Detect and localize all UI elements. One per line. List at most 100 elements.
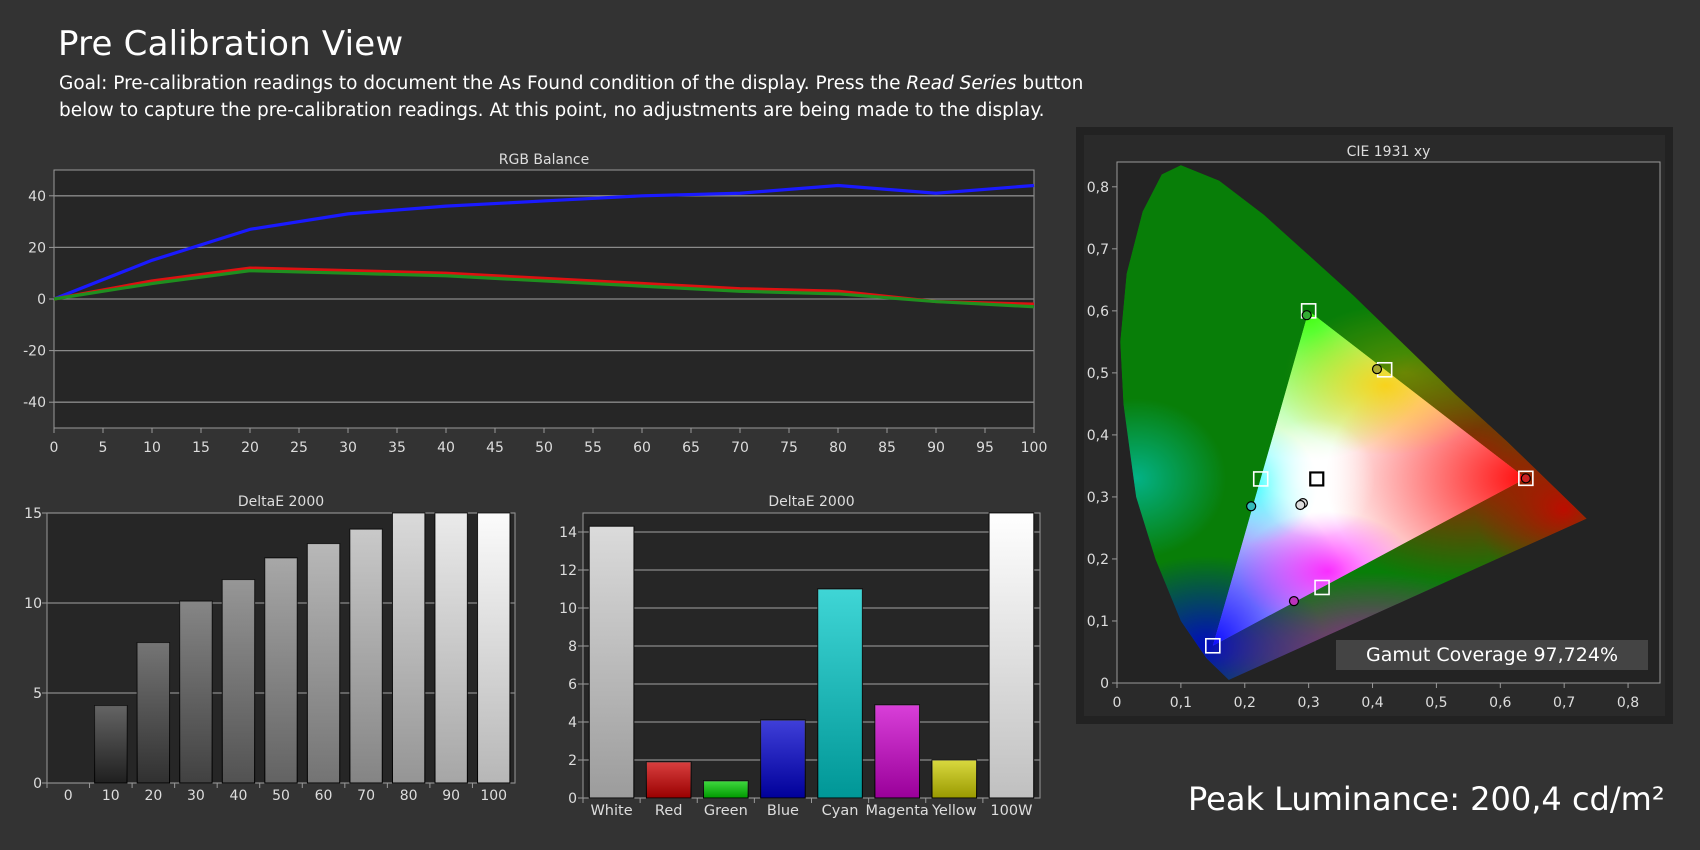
x-tick-label: 0,6 (1489, 695, 1511, 711)
x-tick-label: Blue (767, 803, 799, 819)
bar-shade (392, 513, 425, 783)
x-tick-label: 80 (400, 788, 418, 804)
x-tick-label: 0,4 (1361, 695, 1383, 711)
chart-title: CIE 1931 xy (1347, 144, 1431, 160)
cie-1931-chart: CIE 1931 xy 0,8 0,7 0,6 0,5 0,4 0,3 0,2 0,1 00 0,1… (1076, 127, 1673, 724)
bar-shade (179, 601, 213, 783)
target-red (1518, 470, 1534, 487)
x-tick-label: 90 (442, 788, 460, 804)
y-tick-label: 0,3 (1087, 490, 1109, 506)
y-tick-label: 8 (568, 639, 577, 655)
rgb-balance-chart: RGB Balance 40 20 0 -20 -40 0 5 10 15 20 25 30 35 40 45… (23, 152, 1047, 456)
y-tick-label: 2 (568, 753, 577, 769)
x-tick-label: 40 (230, 788, 248, 804)
x-tick-label: 75 (780, 440, 798, 456)
y-tick-label: 15 (24, 506, 42, 522)
peak-luminance-label: Peak Luminance: 200,4 cd/m² (1188, 780, 1665, 818)
x-tick-label: 80 (829, 440, 847, 456)
y-tick-label: 14 (559, 525, 577, 541)
x-tick-label: 0,2 (1234, 695, 1256, 711)
measured-red (1520, 473, 1531, 484)
x-tick-label: 0,8 (1617, 695, 1639, 711)
measured-green (1301, 310, 1312, 321)
measured-magenta (1288, 596, 1300, 607)
y-tick-label: 0 (37, 292, 46, 308)
bar-shade (703, 780, 749, 798)
y-tick-label: 0,5 (1087, 366, 1109, 382)
x-tick-label: 0 (64, 788, 73, 804)
bar-shade (264, 558, 298, 783)
target-magenta (1314, 579, 1330, 596)
x-tick-label: 20 (144, 788, 162, 804)
x-tick-label: Yellow (931, 803, 977, 819)
y-tick-label: 20 (28, 240, 46, 256)
y-tick-label: 0,2 (1087, 552, 1109, 568)
page-title: Pre Calibration View (58, 24, 404, 64)
gamut-coverage-label: Gamut Coverage 97,724% (1336, 640, 1648, 670)
chart-title: DeltaE 2000 (238, 494, 324, 510)
x-tick-label: 100W (990, 803, 1032, 819)
y-tick-label: 0,7 (1087, 242, 1109, 258)
x-tick-label: 50 (272, 788, 290, 804)
bar-shade (435, 513, 468, 783)
y-tick-label: 10 (559, 601, 577, 617)
x-tick-label: 10 (143, 440, 161, 456)
y-tick-label: 0 (33, 776, 42, 792)
x-tick-label: Green (704, 803, 748, 819)
bar-shade (874, 704, 920, 798)
x-tick-label: 35 (388, 440, 406, 456)
bar-shade (94, 705, 127, 783)
x-tick-label: 0,3 (1298, 695, 1320, 711)
y-tick-label: 0,4 (1087, 428, 1109, 444)
y-tick-label: 0 (1100, 676, 1109, 692)
target-blue (1205, 637, 1221, 654)
x-tick-label: 10 (102, 788, 120, 804)
x-tick-label: 85 (878, 440, 896, 456)
x-tick-label: 30 (187, 788, 205, 804)
x-tick-label: 70 (731, 440, 749, 456)
x-tick-label: 100 (1021, 440, 1048, 456)
series-line-0 (53, 183, 1035, 301)
target-cyan (1252, 471, 1269, 487)
target-white-outline (1307, 469, 1326, 489)
deltae-colors-chart: DeltaE 2000 14 12 10 8 6 4 2 0 White Red Green Blue C… (559, 494, 1041, 819)
x-tick-label: Red (655, 803, 683, 819)
x-tick-label: Magenta (866, 803, 929, 819)
bar-shade (646, 761, 691, 798)
y-tick-label: 4 (568, 715, 577, 731)
x-tick-label: 45 (486, 440, 504, 456)
x-tick-label: 0,5 (1425, 695, 1447, 711)
series-line-2 (53, 269, 1035, 309)
bar-shade (477, 513, 510, 783)
goal-intro: Goal: Pre-calibration readings to docume… (59, 73, 907, 94)
y-tick-label: 12 (559, 563, 577, 579)
measured-white-2 (1295, 499, 1306, 511)
bar-shade (307, 543, 340, 783)
x-tick-label: Cyan (822, 803, 859, 819)
x-tick-label: 25 (290, 440, 308, 456)
bar-shade (349, 529, 383, 783)
y-tick-label: -20 (23, 344, 46, 360)
bar-shade (589, 526, 634, 798)
y-tick-label: 0,8 (1087, 180, 1109, 196)
x-tick-label: 20 (241, 440, 259, 456)
goal-text: Goal: Pre-calibration readings to docume… (59, 70, 1139, 124)
bar-shade (817, 589, 863, 798)
x-tick-label: 15 (192, 440, 210, 456)
y-tick-label: 10 (24, 596, 42, 612)
read-series-emphasis: Read Series (906, 73, 1017, 94)
chart-title: DeltaE 2000 (768, 494, 854, 510)
goal-rest: button below to capture the pre-calibrat… (59, 73, 1084, 121)
y-tick-label: 5 (33, 686, 42, 702)
x-tick-label: 60 (633, 440, 651, 456)
x-tick-label: 55 (584, 440, 602, 456)
x-tick-label: 5 (99, 440, 108, 456)
x-tick-label: 0,1 (1170, 695, 1192, 711)
bar-shade (137, 642, 170, 783)
bar-shade (222, 579, 255, 783)
y-tick-label: 0,6 (1087, 304, 1109, 320)
bar-shade (932, 760, 977, 798)
y-tick-label: 40 (28, 189, 46, 205)
x-tick-label: 0 (1113, 695, 1122, 711)
